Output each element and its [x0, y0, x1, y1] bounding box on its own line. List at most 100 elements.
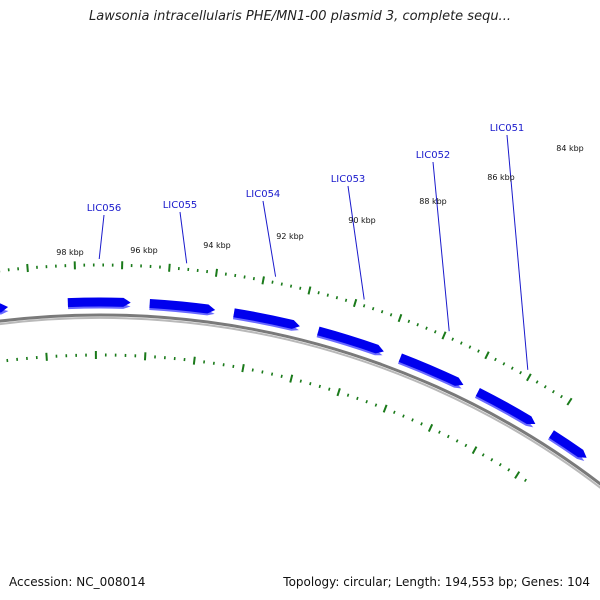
- inner-tick: [261, 370, 264, 374]
- inner-tick: [455, 439, 459, 443]
- outer-tick-ring: [0, 261, 573, 406]
- inner-tick: [374, 403, 378, 407]
- inner-tick: [402, 414, 405, 418]
- kbp-tick-label: 84 kbp: [556, 144, 584, 153]
- kbp-tick-label: 88 kbp: [419, 197, 447, 206]
- outer-tick: [425, 326, 428, 330]
- inner-tick: [192, 356, 196, 365]
- outer-tick: [484, 351, 490, 360]
- gene-label: LIC053: [331, 174, 366, 185]
- outer-tick: [168, 263, 171, 272]
- gene-label: LIC052: [416, 150, 451, 161]
- outer-tick: [326, 293, 329, 297]
- kbp-tick-label: 92 kbp: [276, 232, 304, 241]
- outer-tick: [271, 280, 274, 284]
- gene-arrow: [149, 298, 216, 316]
- kbp-tick-label: 96 kbp: [130, 246, 158, 255]
- outer-tick: [441, 331, 447, 340]
- outer-tick: [451, 337, 455, 341]
- kbp-tick-label: 90 kbp: [348, 216, 376, 225]
- outer-tick: [261, 276, 265, 285]
- inner-tick: [411, 418, 414, 422]
- kbp-tick-label: 98 kbp: [56, 248, 84, 257]
- outer-tick: [416, 323, 419, 327]
- tick-labels: 98 kbp 96 kbp 94 kbp 92 kbp 90 kbp 88 kbp 86 k…: [56, 144, 584, 257]
- outer-tick: [543, 385, 547, 389]
- inner-tick: [382, 404, 388, 413]
- inner-tick: [356, 396, 359, 401]
- outer-tick: [352, 298, 358, 308]
- inner-tick: [446, 434, 450, 439]
- outer-tick: [371, 307, 375, 311]
- gene-label-leader: [347, 185, 365, 300]
- kbp-tick-label: 86 kbp: [487, 173, 515, 182]
- inner-tick: [251, 368, 254, 372]
- inner-tick-ring: [6, 351, 527, 482]
- backbone-shadow: [0, 317, 600, 489]
- inner-tick: [336, 388, 341, 397]
- gene-arrow: [232, 308, 300, 331]
- inner-tick: [309, 382, 312, 386]
- inner-tick: [299, 379, 302, 383]
- inner-tick: [365, 400, 368, 404]
- outer-tick: [468, 345, 472, 349]
- outer-tick: [362, 304, 366, 308]
- inner-tick: [318, 384, 321, 389]
- outer-tick: [566, 397, 573, 406]
- gene-arrow: [547, 430, 587, 462]
- outer-tick: [526, 373, 532, 382]
- outer-tick: [407, 319, 411, 324]
- gene-label: LIC056: [87, 203, 122, 214]
- outer-tick: [389, 313, 393, 317]
- outer-tick: [380, 310, 384, 314]
- outer-tick: [494, 357, 497, 362]
- gene-label-leader: [506, 134, 529, 370]
- outer-tick: [502, 362, 506, 366]
- accession-text: Accession: NC_008014: [9, 575, 146, 589]
- outer-tick: [551, 389, 555, 394]
- outer-tick: [560, 394, 563, 399]
- summary-text: Topology: circular; Length: 194,553 bp; …: [283, 575, 590, 589]
- gene-arrow: [67, 297, 131, 310]
- inner-tick: [289, 374, 294, 383]
- map-title: Lawsonia intracellularis PHE/MN1-00 plas…: [89, 9, 511, 24]
- inner-tick: [523, 478, 527, 482]
- outer-tick: [510, 366, 514, 370]
- inner-tick: [232, 364, 235, 369]
- inner-tick: [280, 374, 283, 378]
- inner-tick: [45, 352, 48, 361]
- inner-tick: [498, 463, 502, 467]
- outer-tick: [519, 371, 523, 375]
- gene-arrow: [316, 326, 384, 356]
- outer-tick: [459, 341, 463, 345]
- outer-tick: [280, 282, 283, 286]
- inner-tick: [328, 387, 331, 391]
- outer-tick: [26, 263, 29, 273]
- gene-label-leader: [179, 211, 188, 264]
- outer-tick: [307, 286, 312, 295]
- inner-tick: [507, 468, 511, 472]
- outer-tick: [289, 284, 293, 288]
- gene-label: LIC054: [246, 189, 281, 200]
- gene-arrow: [397, 353, 464, 389]
- inner-tick: [464, 443, 468, 448]
- kbp-tick-label: 94 kbp: [203, 241, 231, 250]
- outer-tick: [433, 330, 437, 334]
- gene-label: LIC051: [490, 123, 525, 134]
- gene-label-leader: [432, 161, 450, 332]
- inner-tick: [471, 446, 478, 455]
- gene-label-leader: [98, 214, 105, 260]
- gene-labels: LIC056 LIC055 LIC054 LIC053 LIC052 LIC051: [87, 123, 529, 370]
- inner-tick: [393, 410, 396, 414]
- outer-tick: [317, 291, 320, 295]
- inner-tick: [346, 393, 350, 397]
- outer-tick: [299, 286, 302, 290]
- inner-tick: [514, 471, 521, 479]
- outer-tick: [397, 313, 403, 323]
- inner-tick: [490, 458, 494, 462]
- gene-arrow: [0, 303, 9, 315]
- inner-tick: [427, 423, 434, 433]
- outer-tick: [335, 296, 339, 300]
- outer-tick: [535, 380, 539, 384]
